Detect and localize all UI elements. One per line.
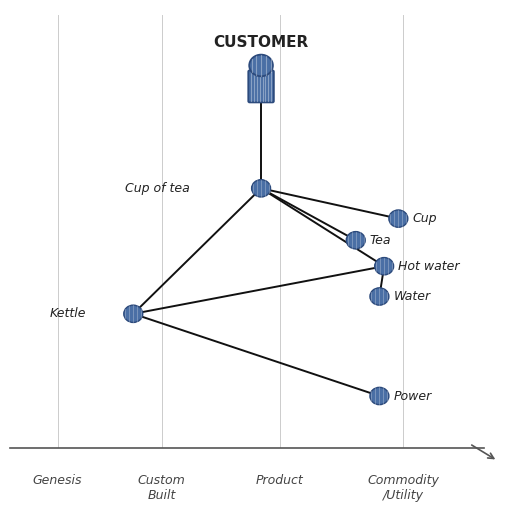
Text: Product: Product <box>256 474 304 487</box>
Circle shape <box>124 305 143 323</box>
Text: CUSTOMER: CUSTOMER <box>213 35 308 50</box>
Text: Cup: Cup <box>412 212 437 225</box>
Text: Custom
Built: Custom Built <box>138 474 186 502</box>
Circle shape <box>251 180 271 197</box>
Text: Hot water: Hot water <box>399 260 460 273</box>
Text: Water: Water <box>393 290 431 303</box>
Text: Tea: Tea <box>370 234 391 247</box>
Text: Commodity
/Utility: Commodity /Utility <box>367 474 439 502</box>
Text: Cup of tea: Cup of tea <box>125 182 190 195</box>
FancyBboxPatch shape <box>248 70 274 102</box>
Circle shape <box>389 210 408 228</box>
Circle shape <box>370 288 389 305</box>
Text: Genesis: Genesis <box>33 474 82 487</box>
Text: Kettle: Kettle <box>49 307 86 320</box>
Circle shape <box>346 232 365 249</box>
Text: Power: Power <box>393 389 432 403</box>
Circle shape <box>370 387 389 405</box>
Circle shape <box>249 54 273 76</box>
Circle shape <box>375 258 393 275</box>
